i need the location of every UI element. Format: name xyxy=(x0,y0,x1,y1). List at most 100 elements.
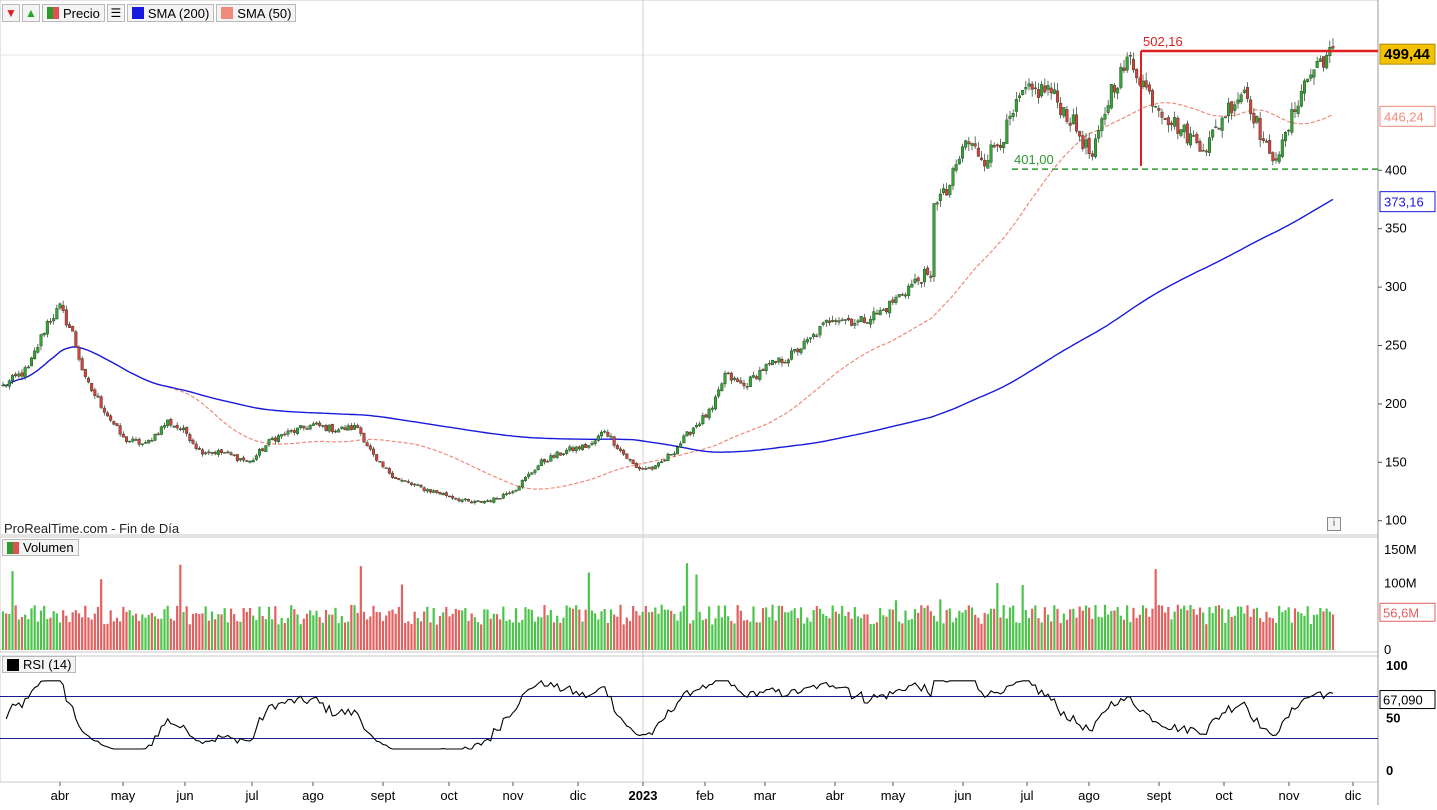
candle-body xyxy=(1008,115,1012,120)
candle-body xyxy=(67,324,71,328)
candle-body xyxy=(1293,109,1297,112)
candle-body xyxy=(150,440,154,442)
candle-body xyxy=(552,455,556,458)
candle-body xyxy=(1176,117,1180,134)
volume-bar xyxy=(353,605,356,650)
candle-body xyxy=(1204,150,1208,153)
volume-bar xyxy=(521,619,524,650)
volume-bar xyxy=(996,583,999,650)
legend-price[interactable]: Precio xyxy=(42,4,105,22)
volume-bar xyxy=(188,624,191,650)
volume-bar xyxy=(974,614,977,650)
candle-body xyxy=(413,483,417,486)
legend-sma50[interactable]: SMA (50) xyxy=(216,4,297,22)
candle-body xyxy=(49,321,53,323)
candle-body xyxy=(625,453,629,459)
candle-body xyxy=(1135,68,1139,79)
volume-bar xyxy=(1309,624,1312,650)
volume-bar xyxy=(666,609,670,650)
volume-bar xyxy=(967,605,970,650)
volume-bar xyxy=(803,623,806,650)
volume-bar xyxy=(565,605,568,650)
candle-body xyxy=(61,305,65,311)
volume-bar xyxy=(77,613,81,650)
volume-bar xyxy=(768,617,771,650)
candle-body xyxy=(1179,129,1183,136)
candle-body xyxy=(438,491,442,495)
candle-body xyxy=(280,434,284,437)
candle-body xyxy=(571,447,575,451)
volume-bar xyxy=(787,612,790,650)
volume-bar xyxy=(812,610,815,650)
candle-body xyxy=(710,407,714,410)
axes-layer: 100 150 200 250 300 350 400 499,44 446,24 373,16 1… xyxy=(51,43,1436,803)
candle-body xyxy=(907,285,911,296)
volume-bar xyxy=(1179,608,1183,650)
candle-body xyxy=(470,501,474,504)
volume-bar xyxy=(299,624,302,650)
volume-bar xyxy=(261,615,264,650)
arrow-down-icon[interactable]: ▼ xyxy=(2,4,20,22)
volume-bar xyxy=(736,604,739,650)
volume-pane-label[interactable]: Volumen xyxy=(2,539,79,556)
candle-body xyxy=(729,372,733,381)
sma200-tag-box xyxy=(1379,191,1436,213)
candle-body xyxy=(454,497,458,500)
volume-bar xyxy=(1198,607,1202,650)
volume-bar xyxy=(685,563,689,650)
candle-body xyxy=(986,160,990,169)
volume-bar xyxy=(245,611,248,650)
volume-bar xyxy=(587,572,590,650)
candle-body xyxy=(802,340,806,350)
rsi-pane-label[interactable]: RSI (14) xyxy=(2,656,77,673)
candle-body xyxy=(1049,87,1053,94)
candle-body xyxy=(596,435,600,441)
candle-body xyxy=(1065,109,1069,122)
candle-body xyxy=(514,489,518,492)
volume-bar xyxy=(1160,605,1164,650)
candle-body xyxy=(283,433,287,436)
volume-bar xyxy=(616,616,619,650)
candle-body xyxy=(334,430,338,433)
candle-body xyxy=(961,146,965,159)
candle-body xyxy=(213,451,217,455)
candle-body xyxy=(587,445,591,448)
candle-body xyxy=(634,462,638,468)
volume-bar xyxy=(1255,607,1259,650)
legend-sma200[interactable]: SMA (200) xyxy=(126,4,215,22)
volume-bar xyxy=(1167,606,1170,650)
volume-bar xyxy=(825,615,828,650)
candle-body xyxy=(869,318,873,325)
candle-body xyxy=(970,143,974,146)
candle-body xyxy=(862,317,866,323)
volume-bar xyxy=(134,613,138,650)
volume-bar xyxy=(112,621,115,650)
candle-body xyxy=(451,496,455,499)
arrow-up-icon[interactable]: ▲ xyxy=(22,4,40,22)
candle-body xyxy=(511,491,515,494)
volume-bar xyxy=(499,619,502,650)
volume-bar xyxy=(274,606,277,650)
candle-body xyxy=(200,449,204,455)
candle-body xyxy=(688,432,692,435)
volume-bar xyxy=(1046,614,1050,650)
volume-bar xyxy=(1271,618,1274,650)
candle-body xyxy=(1043,85,1047,93)
volume-bar xyxy=(1072,608,1075,650)
volume-bar xyxy=(163,609,166,650)
candle-body xyxy=(752,375,756,378)
volume-bar xyxy=(613,614,616,650)
candle-body xyxy=(843,319,847,321)
candle-body xyxy=(983,159,987,167)
candle-body xyxy=(793,348,797,352)
candle-body xyxy=(33,350,37,360)
candle-body xyxy=(429,489,433,493)
legend-price-label: Precio xyxy=(63,5,100,21)
candle-body xyxy=(296,427,300,434)
candle-body xyxy=(1131,58,1135,71)
list-icon[interactable]: ☰ xyxy=(106,4,125,22)
volume-bar xyxy=(242,607,245,650)
volume-bar xyxy=(185,606,188,650)
volume-bar xyxy=(955,617,958,650)
info-icon[interactable]: i xyxy=(1327,517,1341,531)
